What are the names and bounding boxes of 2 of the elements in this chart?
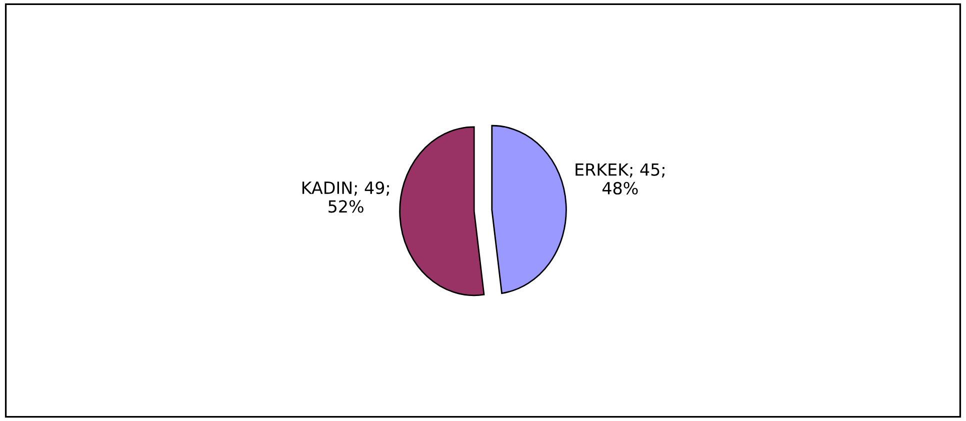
slice-label: KADIN; 49; 52% bbox=[302, 181, 389, 213]
slice-label: ERKEK; 45; 48% bbox=[576, 163, 664, 195]
